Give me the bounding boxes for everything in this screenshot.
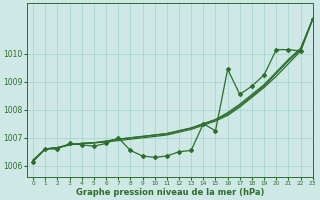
X-axis label: Graphe pression niveau de la mer (hPa): Graphe pression niveau de la mer (hPa) bbox=[76, 188, 264, 197]
